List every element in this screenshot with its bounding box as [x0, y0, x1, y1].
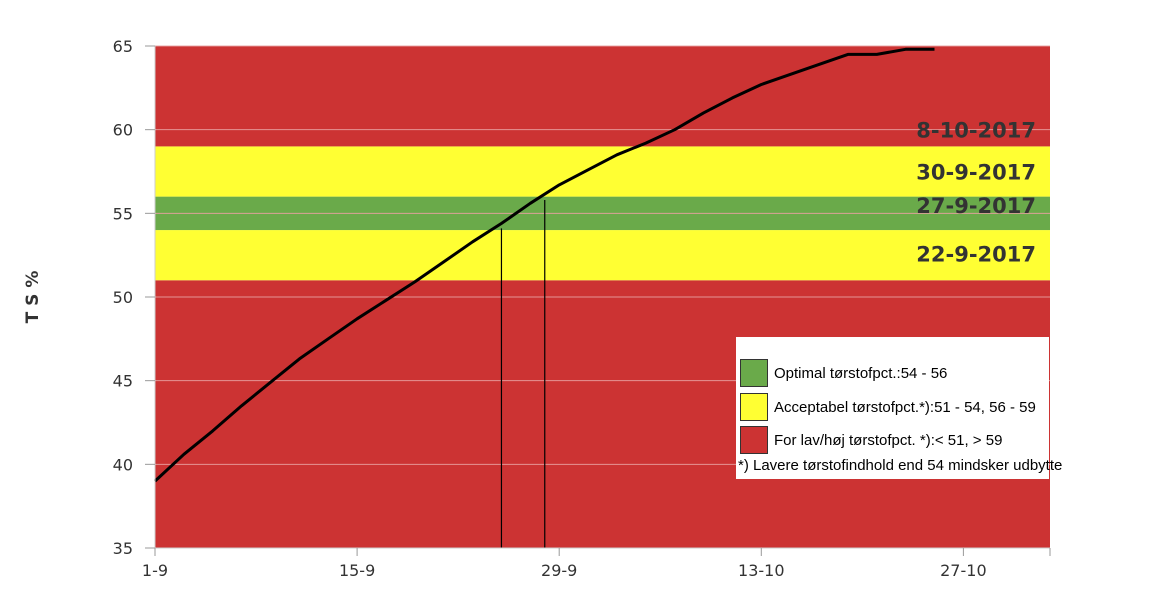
- y-tick-label: 45: [113, 372, 133, 391]
- y-tick-label: 65: [113, 37, 133, 56]
- y-tick-label: 60: [113, 121, 133, 140]
- axes: 35 40 45 50 55 60 65 1-9 15-9 29-9 13-10 27-10: [113, 37, 1051, 580]
- y-axis-title: T S %: [23, 271, 43, 324]
- gridlines: [155, 45, 1050, 465]
- legend-item-acceptable: Acceptabel tørstofpct.*):51 - 54, 56 - 5…: [740, 392, 1036, 422]
- legend-swatch-green: [740, 359, 768, 387]
- legend-note: *) Lavere tørstofindhold end 54 mindsker…: [738, 457, 1063, 474]
- y-tick-label: 50: [113, 288, 133, 307]
- x-tick-label: 1-9: [142, 561, 168, 580]
- x-tick-label: 13-10: [738, 561, 785, 580]
- x-tick-label: 15-9: [339, 561, 375, 580]
- date-annotation: 30-9-2017: [916, 161, 1036, 185]
- date-annotation: 27-9-2017: [916, 194, 1036, 218]
- legend: Optimal tørstofpct.:54 - 56 Acceptabel t…: [736, 337, 1062, 479]
- y-tick-label: 35: [113, 539, 133, 558]
- legend-label: Optimal tørstofpct.:54 - 56: [774, 364, 948, 382]
- legend-item-optimal: Optimal tørstofpct.:54 - 56: [740, 358, 947, 388]
- y-tick-label: 40: [113, 455, 133, 474]
- reference-lines: [500, 199, 546, 548]
- series-group: [153, 47, 935, 483]
- legend-label: Acceptabel tørstofpct.*):51 - 54, 56 - 5…: [774, 398, 1036, 416]
- legend-item-low-high: For lav/høj tørstofpct. *):< 51, > 59: [740, 425, 1002, 455]
- y-tick-label: 55: [113, 204, 133, 223]
- date-annotation: 22-9-2017: [916, 242, 1036, 266]
- series-line: [153, 47, 935, 483]
- band: [155, 146, 1050, 197]
- date-annotations: 8-10-2017 30-9-2017 27-9-2017 22-9-2017: [916, 119, 1036, 267]
- legend-swatch-red: [740, 426, 768, 454]
- x-tick-label: 27-10: [940, 561, 987, 580]
- x-tick-label: 29-9: [541, 561, 577, 580]
- legend-swatch-yellow: [740, 393, 768, 421]
- legend-label: For lav/høj tørstofpct. *):< 51, > 59: [774, 431, 1003, 449]
- band: [155, 230, 1050, 281]
- date-annotation: 8-10-2017: [916, 119, 1036, 143]
